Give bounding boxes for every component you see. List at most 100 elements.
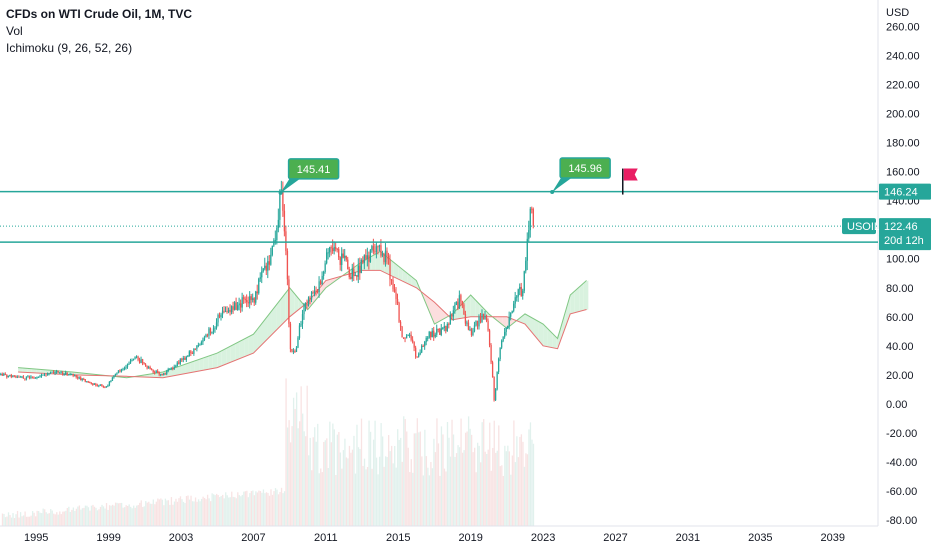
cloud-segment xyxy=(176,365,182,376)
volume-bar xyxy=(300,386,302,526)
legend-vol[interactable]: Vol xyxy=(6,24,23,38)
cloud-segment xyxy=(194,359,200,372)
candle-body xyxy=(484,315,486,320)
candle-body xyxy=(467,322,470,330)
volume-bar xyxy=(455,453,458,526)
price-axis[interactable]: USD 260.00 240.00 220.00 200.00 180.00 160.00 1… xyxy=(886,7,920,527)
candle-body xyxy=(410,334,412,340)
candle-body xyxy=(173,366,175,369)
cloud-segment xyxy=(475,299,480,317)
time-axis[interactable]: 1995 1999 2003 2007 2011 2015 2019 2023 2027 2031… xyxy=(0,525,878,544)
legend-ichimoku[interactable]: Ichimoku (9, 26, 52, 26) xyxy=(6,41,133,55)
candle-body xyxy=(304,303,307,307)
volume-bar xyxy=(75,508,78,526)
candle-body xyxy=(319,281,322,285)
cloud-segment xyxy=(221,348,227,366)
candle-body xyxy=(31,376,34,378)
volume-bar xyxy=(164,498,167,526)
candle-body xyxy=(72,374,74,376)
callout-label: 145.41 xyxy=(297,164,331,176)
candle-body xyxy=(493,376,495,401)
candle-body xyxy=(129,360,132,364)
candle-body xyxy=(300,323,302,326)
candle-body xyxy=(247,302,249,304)
volume-bar xyxy=(398,439,400,526)
candle-body xyxy=(158,372,160,375)
volume-bar xyxy=(277,494,280,526)
candle-body xyxy=(28,376,31,378)
candle-body xyxy=(424,341,426,347)
volume-bar xyxy=(83,507,85,526)
cloud-segment xyxy=(579,282,584,312)
candle-body xyxy=(169,368,171,370)
candle-body xyxy=(36,377,38,379)
volume-bar xyxy=(54,514,56,526)
candle-body xyxy=(135,356,138,358)
candle-body xyxy=(224,311,227,313)
volume-bar xyxy=(295,392,298,526)
candle-body xyxy=(517,289,519,297)
volume-bar xyxy=(104,508,106,526)
candle-body xyxy=(132,359,135,361)
candle-body xyxy=(261,271,263,278)
candle-body xyxy=(452,310,455,317)
volume-bar xyxy=(454,456,456,526)
candle-body xyxy=(111,377,114,381)
candle-body xyxy=(326,252,328,264)
volume-bar xyxy=(98,509,100,526)
volume-bar xyxy=(259,491,262,526)
volume-bar xyxy=(105,503,108,526)
volume-bar xyxy=(366,467,369,526)
volume-bar xyxy=(179,496,182,526)
candle-body xyxy=(71,374,73,376)
candle-body xyxy=(386,250,388,256)
candle-body xyxy=(240,303,242,308)
y-tick-label: 240.00 xyxy=(886,51,920,63)
candle-body xyxy=(481,313,483,322)
candle-body xyxy=(393,289,396,293)
volume-bar xyxy=(397,429,399,526)
cloud-segment xyxy=(402,269,408,284)
volume-bar xyxy=(510,474,512,526)
volume-bar xyxy=(335,474,337,526)
volume-bar xyxy=(448,437,450,526)
candle-body xyxy=(335,246,337,249)
volume-bar xyxy=(33,512,35,526)
y-tick-label: -20.00 xyxy=(886,428,917,440)
volume-bar xyxy=(45,512,47,526)
candle-body xyxy=(250,296,252,300)
candle-body xyxy=(161,374,163,376)
candle-body xyxy=(22,376,25,379)
volume-bar xyxy=(276,489,278,526)
cloud-segment xyxy=(294,293,299,314)
volume-bar xyxy=(436,418,438,526)
candle-body xyxy=(348,269,350,278)
cloud-segment xyxy=(276,299,281,331)
volume-bar xyxy=(507,445,509,526)
candle-body xyxy=(179,359,181,364)
volume-bar xyxy=(311,470,313,526)
volume-bar xyxy=(157,498,159,526)
horizontal-levels[interactable] xyxy=(0,190,878,243)
candle-body xyxy=(43,374,46,376)
volume-bar xyxy=(262,489,265,526)
volume-bar xyxy=(389,451,391,526)
volume-bar xyxy=(4,517,7,526)
cloud-segment xyxy=(520,313,525,325)
cloud-segment xyxy=(244,336,249,357)
volume-bar xyxy=(323,441,325,526)
candle-body xyxy=(24,378,26,380)
candle-body xyxy=(167,368,169,371)
candle-body xyxy=(458,295,461,309)
candle-body xyxy=(446,324,448,331)
legend-title[interactable]: CFDs on WTI Crude Oil, 1M, TVC xyxy=(6,7,192,21)
volume-bar xyxy=(18,517,20,526)
candle-body xyxy=(149,367,151,370)
cloud-segment xyxy=(538,321,544,346)
candle-body xyxy=(280,189,283,191)
volume-bar xyxy=(59,511,61,526)
volume-bar xyxy=(516,436,518,526)
candle-body xyxy=(332,248,334,252)
